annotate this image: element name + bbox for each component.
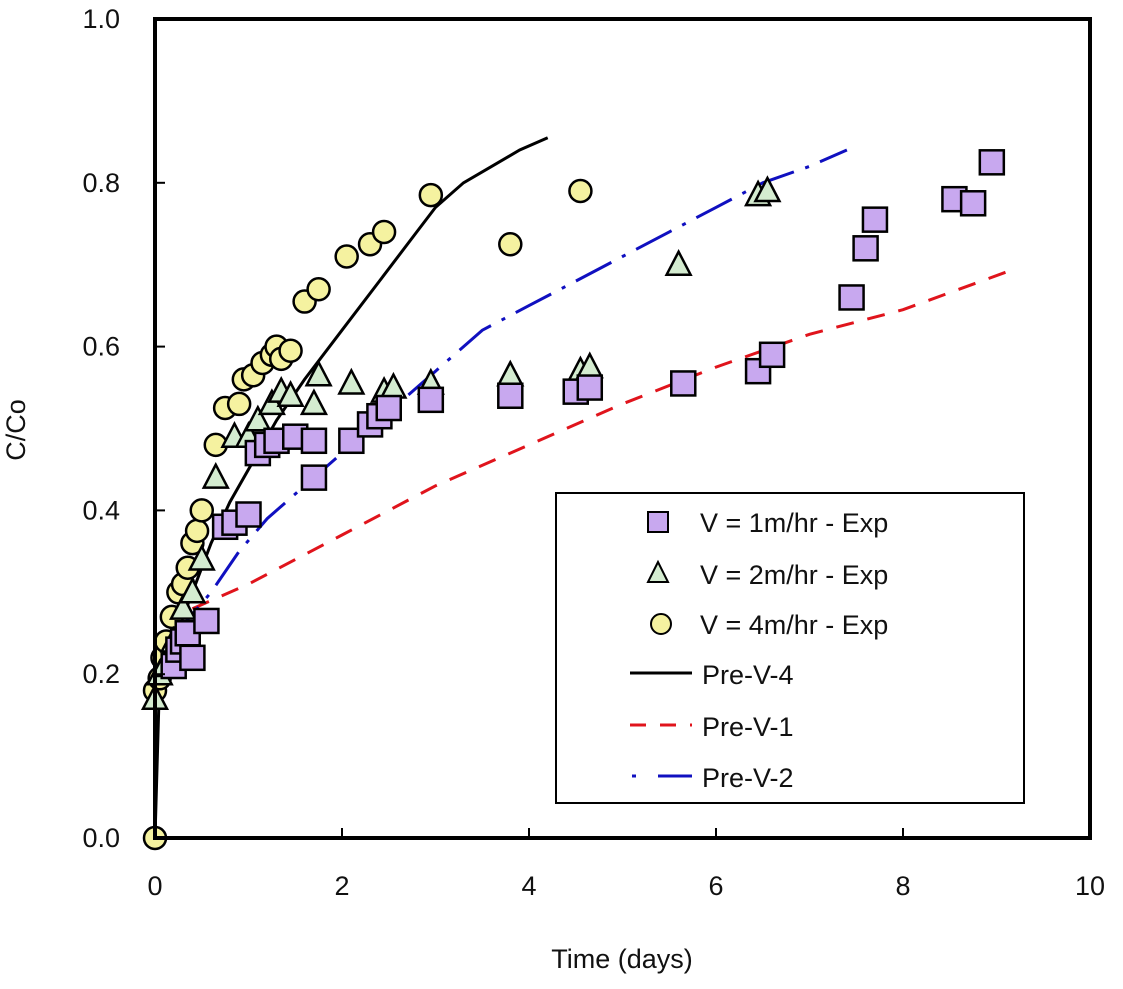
data-point-v1 (300, 427, 328, 455)
legend-label-pre-v-4: Pre-V-4 (702, 660, 794, 690)
data-point-v2 (201, 461, 230, 489)
legend-triangle-icon (646, 559, 670, 583)
data-point-v1 (576, 374, 604, 401)
data-point-v2 (178, 576, 207, 604)
x-tick-labels: 0 2 4 6 8 10 (147, 871, 1105, 901)
data-point-v2 (187, 543, 216, 571)
x-tick-label: 4 (521, 871, 536, 901)
y-tick-labels: 0.0 0.2 0.4 0.6 0.8 1.0 (82, 4, 120, 853)
data-point-v1 (861, 206, 889, 233)
x-tick-label: 8 (895, 871, 910, 901)
line-pre-v-2 (153, 148, 848, 838)
data-point-v1 (300, 464, 328, 491)
x-tick-label: 0 (147, 871, 162, 901)
data-point-v2 (664, 248, 693, 276)
legend-box (555, 492, 1025, 804)
legend-circle-icon (650, 613, 672, 635)
y-tick-label: 1.0 (82, 4, 120, 34)
data-point-v4 (371, 219, 397, 245)
x-axis-title: Time (days) (551, 944, 693, 974)
data-point-v2 (337, 367, 366, 395)
y-tick-label: 0.2 (82, 659, 120, 689)
data-point-v1 (179, 644, 206, 672)
legend-label-v2-exp: V = 2m/hr - Exp (700, 560, 888, 590)
legend: V = 1m/hr - Exp V = 2m/hr - Exp V = 4m/h… (555, 492, 1025, 804)
x-tick-label: 2 (334, 871, 349, 901)
data-point-v1 (852, 235, 879, 262)
legend-label-v4-exp: V = 4m/hr - Exp (700, 610, 888, 640)
y-axis-title: C/Co (1, 399, 31, 461)
axis-ticks (154, 18, 1091, 839)
data-point-v2 (304, 359, 333, 387)
data-point-v1 (838, 284, 865, 311)
data-point-v4 (226, 391, 252, 417)
data-point-v2 (299, 388, 329, 416)
data-point-v1 (978, 149, 1006, 176)
legend-label-pre-v-1: Pre-V-1 (702, 712, 794, 742)
data-point-v2 (276, 380, 305, 407)
data-point-v4 (418, 182, 444, 208)
data-point-v1 (497, 382, 524, 409)
data-point-v4 (498, 231, 523, 257)
data-point-v1 (959, 190, 987, 217)
data-point-v1 (417, 386, 445, 414)
legend-square-icon (647, 511, 669, 533)
data-point-v1 (758, 341, 786, 369)
data-point-v2 (168, 592, 198, 620)
y-tick-label: 0.6 (82, 332, 120, 362)
legend-label-v1-exp: V = 1m/hr - Exp (700, 508, 888, 538)
data-point-v4 (568, 178, 593, 204)
y-tick-label: 0.4 (82, 495, 120, 525)
data-point-v1 (375, 394, 402, 422)
y-tick-label: 0.8 (82, 168, 120, 198)
x-tick-label: 6 (708, 871, 723, 901)
data-point-v4 (189, 498, 214, 523)
data-point-v4 (278, 338, 303, 363)
data-point-v4 (334, 244, 359, 269)
series-markers (140, 149, 1006, 851)
data-point-v2 (243, 404, 272, 432)
data-point-v4 (184, 518, 210, 544)
data-point-v2 (753, 175, 782, 203)
data-point-v1 (193, 607, 220, 635)
line-pre-v-1 (191, 267, 1016, 611)
legend-label-pre-v-2: Pre-V-2 (702, 763, 794, 793)
x-tick-label: 10 (1075, 871, 1105, 901)
y-tick-label: 0.0 (82, 823, 120, 853)
data-point-v1 (670, 370, 697, 397)
data-point-v1 (235, 501, 262, 528)
plot-frame (153, 17, 1092, 840)
data-point-v4 (306, 277, 331, 302)
